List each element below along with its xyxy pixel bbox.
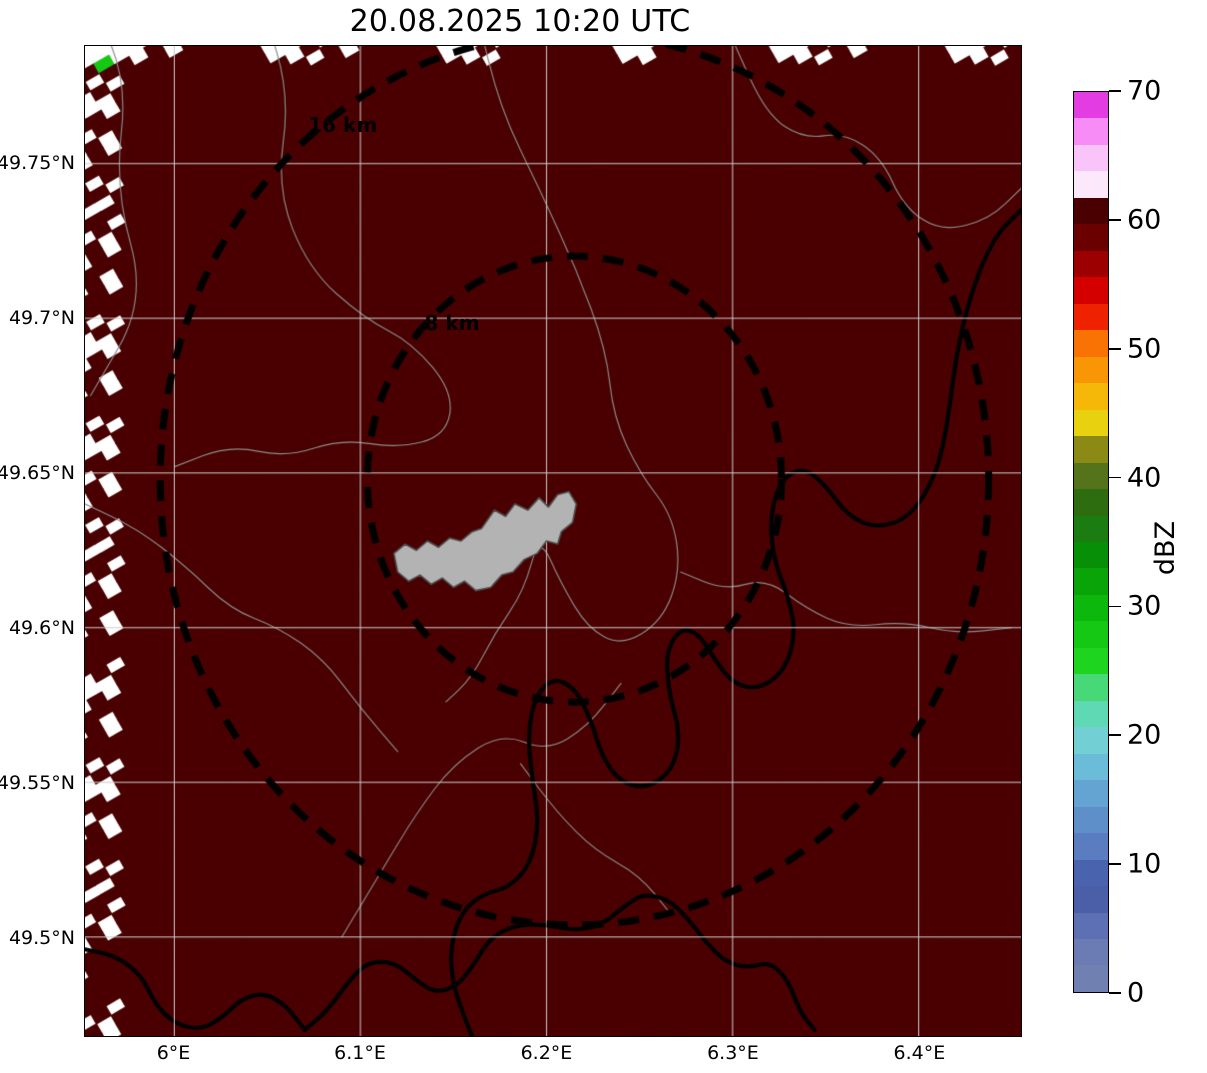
- colorbar-tick-label-1: 10: [1127, 848, 1162, 880]
- colorbar-band-21: [1074, 647, 1108, 675]
- colorbar-band-11: [1074, 383, 1108, 410]
- x-tick-label-4: 6.4°E: [893, 1042, 946, 1064]
- y-tick-label-3: 49.6°N: [8, 616, 75, 639]
- colorbar-band-23: [1074, 700, 1108, 728]
- range-rings-layer: [85, 46, 1021, 1036]
- y-tick-label-5: 49.5°N: [8, 926, 75, 949]
- colorbar-band-7: [1074, 277, 1108, 304]
- colorbar-band-25: [1074, 753, 1108, 781]
- colorbar-band-9: [1074, 330, 1108, 357]
- colorbar-tick-label-4: 40: [1127, 462, 1162, 494]
- colorbar-tick-mark-4: [1109, 476, 1121, 479]
- colorbar-band-13: [1074, 436, 1108, 463]
- colorbar-band-22: [1074, 674, 1108, 701]
- colorbar-tick-mark-7: [1109, 90, 1121, 92]
- colorbar-tick-mark-5: [1109, 347, 1121, 350]
- colorbar-band-10: [1074, 356, 1108, 384]
- colorbar-band-24: [1074, 727, 1108, 754]
- colorbar-band-2: [1074, 144, 1108, 172]
- colorbar-tick-mark-1: [1109, 863, 1121, 865]
- colorbar-axis-label: dBZ: [1150, 520, 1181, 576]
- colorbar-tick-mark-6: [1109, 219, 1121, 221]
- colorbar-band-0: [1074, 92, 1108, 119]
- colorbar-band-18: [1074, 568, 1108, 595]
- colorbar-band-4: [1074, 197, 1108, 225]
- colorbar: [1073, 91, 1109, 993]
- x-tick-label-3: 6.3°E: [707, 1042, 759, 1064]
- colorbar-tick-label-6: 60: [1127, 204, 1162, 236]
- colorbar-band-6: [1074, 250, 1108, 278]
- x-tick-label-0: 6°E: [156, 1042, 191, 1064]
- colorbar-band-32: [1074, 939, 1108, 966]
- colorbar-tick-label-2: 20: [1127, 719, 1162, 751]
- y-tick-label-0: 49.75°N: [0, 151, 75, 174]
- colorbar-tick-label-0: 0: [1127, 977, 1145, 1009]
- colorbar-band-28: [1074, 833, 1108, 860]
- colorbar-tick-label-5: 50: [1127, 333, 1162, 365]
- colorbar-band-30: [1074, 886, 1108, 913]
- colorbar-band-19: [1074, 594, 1108, 622]
- range-ring-label-16km: 16 km: [308, 113, 378, 138]
- colorbar-tick-mark-0: [1109, 992, 1121, 994]
- colorbar-band-29: [1074, 859, 1108, 887]
- colorbar-band-20: [1074, 621, 1108, 648]
- colorbar-band-26: [1074, 780, 1108, 807]
- x-tick-label-1: 6.1°E: [334, 1042, 386, 1064]
- colorbar-gradient: [1073, 91, 1109, 993]
- range-ring-label-8km: 8 km: [424, 310, 480, 335]
- colorbar-band-5: [1074, 224, 1108, 251]
- colorbar-band-31: [1074, 912, 1108, 939]
- colorbar-band-27: [1074, 806, 1108, 834]
- colorbar-band-14: [1074, 462, 1108, 490]
- colorbar-band-16: [1074, 515, 1108, 542]
- radar-plot-area[interactable]: 16 km 8 km: [84, 45, 1022, 1037]
- colorbar-tick-label-7: 70: [1127, 75, 1162, 107]
- colorbar-band-3: [1074, 171, 1108, 198]
- y-tick-label-2: 49.65°N: [0, 461, 75, 484]
- colorbar-band-33: [1074, 965, 1108, 992]
- colorbar-band-8: [1074, 303, 1108, 331]
- colorbar-tick-label-3: 30: [1127, 590, 1162, 622]
- colorbar-tick-mark-2: [1109, 734, 1121, 737]
- y-tick-label-1: 49.7°N: [8, 306, 75, 329]
- page-title: 20.08.2025 10:20 UTC: [349, 4, 691, 39]
- y-tick-label-4: 49.55°N: [0, 771, 75, 794]
- colorbar-band-15: [1074, 489, 1108, 516]
- colorbar-band-12: [1074, 409, 1108, 437]
- colorbar-band-1: [1074, 118, 1108, 145]
- x-tick-label-2: 6.2°E: [520, 1042, 573, 1064]
- colorbar-tick-mark-3: [1109, 605, 1121, 608]
- colorbar-band-17: [1074, 541, 1108, 569]
